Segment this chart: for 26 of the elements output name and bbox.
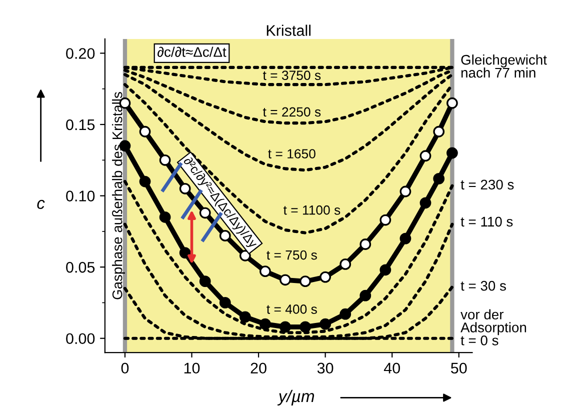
annotation: t = 400 s [266,304,317,314]
y-tick-label: 0.20 [66,48,95,59]
annotation: t = 1100 s [283,205,340,215]
annotation: t = 1650 [268,149,316,158]
x-tick-label: 50 [450,362,467,374]
annotation: t = 110 s [460,216,513,227]
x-tick-label: 0 [121,362,129,374]
annotation: ∂c/∂t≈Δc/Δt [158,46,226,57]
ref-line-label: Gleichgewicht nach 77 min [461,54,547,78]
band-label: Kristall [266,24,310,36]
y-tick-label: 0.00 [66,333,95,344]
annotation: t = 750 s [266,250,317,260]
y-tick-label: 0.15 [66,119,95,130]
y-axis-title: c [37,200,45,210]
x-tick-label: 40 [384,362,400,374]
annotation: t = 30 s [460,280,506,291]
y-tick-label: 0.05 [66,262,95,273]
annotation: t = 3750 s [262,70,321,80]
y-tick-label: 0.10 [66,190,95,202]
annotation: t = 230 s [460,180,514,190]
x-tick-label: 10 [184,362,200,374]
annotation: vor der Adsorption t = 0 s [460,309,526,346]
x-tick-label: 20 [250,362,266,374]
x-axis-title: y/µm [277,390,314,406]
annotation: t = 2250 s [262,107,321,117]
x-tick-label: 30 [317,362,334,374]
